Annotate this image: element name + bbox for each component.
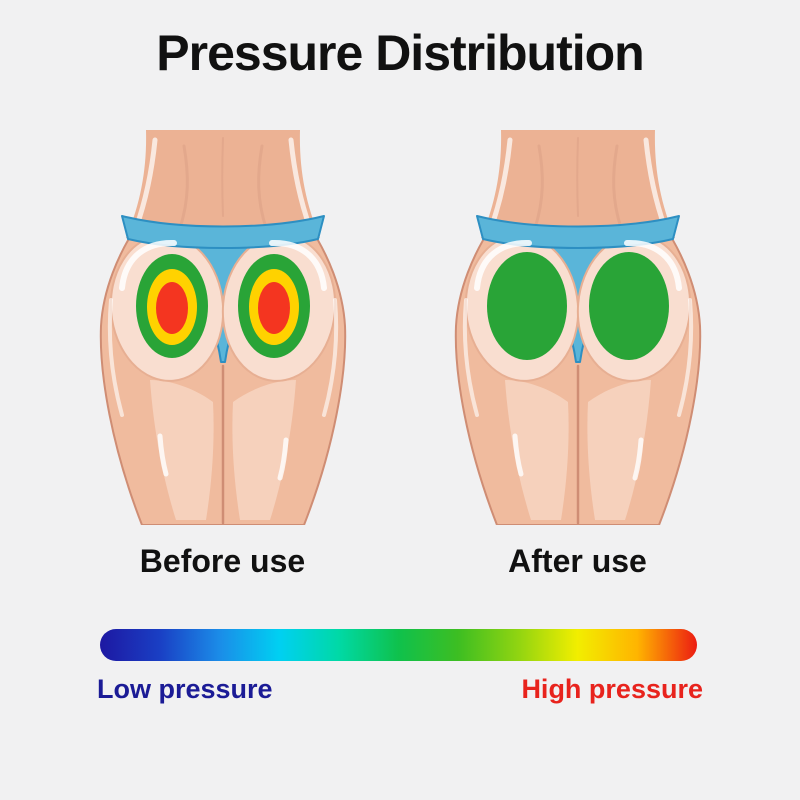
thigh-highlight-left	[157, 433, 168, 477]
thigh-light-right	[231, 380, 296, 520]
body-highlights	[107, 239, 338, 481]
pressure-core-red-left	[155, 282, 188, 334]
pressure-pad-green-left	[486, 252, 567, 360]
pressure-pad-green-right	[588, 252, 669, 360]
before-body-illustration	[99, 130, 346, 525]
buttock-highlight-right	[268, 239, 327, 291]
comparison-figures: Before use After use	[0, 130, 800, 580]
high-pressure-label: High pressure	[521, 674, 703, 704]
pressure-gradient-bar	[100, 629, 697, 661]
thigh-highlight-right	[277, 437, 288, 481]
after-figure-column: After use	[453, 130, 703, 580]
page-title: Pressure Distribution	[156, 25, 644, 81]
before-use-label: Before use	[139, 543, 306, 579]
body-shape	[99, 130, 346, 525]
torso-shading-right	[256, 144, 267, 230]
buttock-highlight-left	[118, 239, 177, 291]
after-body-illustration	[453, 130, 703, 525]
pressure-core-red-right	[257, 282, 290, 334]
torso-shading-left	[178, 144, 189, 230]
after-pressure-map	[486, 252, 669, 360]
before-figure-column: Before use	[98, 130, 348, 580]
legend-labels: Low pressure High pressure	[97, 674, 703, 705]
thigh-light-left	[149, 380, 214, 520]
after-use-label: After use	[508, 543, 647, 579]
pressure-legend: Low pressure High pressure	[97, 629, 703, 705]
low-pressure-label: Low pressure	[97, 674, 273, 704]
hip-highlight-right	[321, 298, 338, 417]
hip-highlight-left	[107, 298, 124, 417]
spine-crease	[220, 137, 224, 217]
before-pressure-map	[135, 254, 310, 358]
